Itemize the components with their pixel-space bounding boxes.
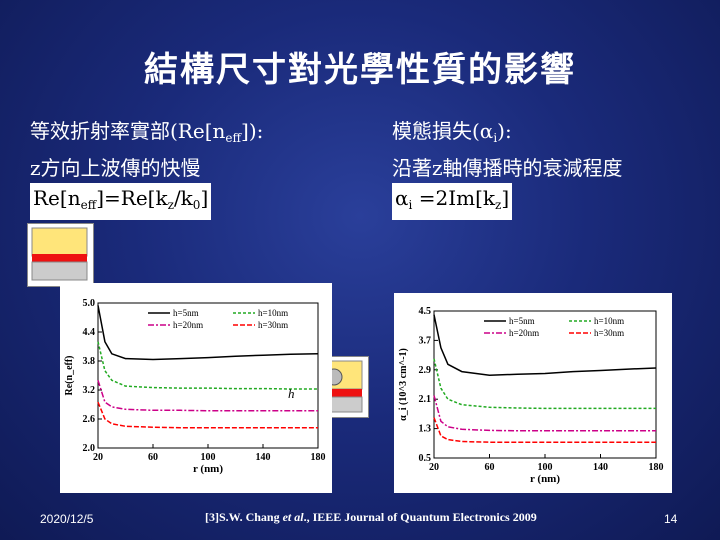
y-tick-label: 3.7 [419, 335, 432, 346]
legend-label: h=5nm [173, 308, 199, 318]
chart-loss-svg: 20 60 100 140 180 0.5 1.3 2.1 2.9 3.7 4.5 r (nm) α_i… [398, 306, 664, 485]
left-line1-pre: 等效折射率實部(Re[n [30, 119, 226, 143]
cite-post: ., IEEE Journal of Quantum Electronics 2… [303, 510, 537, 524]
right-line1: 模態損失(αi): [392, 116, 623, 153]
chart-neff-svg: 20 60 100 140 180 2.0 2.6 3.2 3.8 4.4 5.0 r (nm) Re(… [64, 298, 326, 475]
y-tick-label: 2.0 [83, 443, 96, 454]
y-tick-label: 2.6 [83, 414, 96, 425]
right-description: 模態損失(αi): 沿著z軸傳播時的衰減程度 αi =2Im[kz] [392, 116, 623, 220]
footer-citation: [3]S.W. Chang et al., IEEE Journal of Qu… [205, 510, 537, 525]
chart-loss: 20 60 100 140 180 0.5 1.3 2.1 2.9 3.7 4.5 r (nm) α_i… [394, 293, 672, 493]
x-tick-label: 100 [201, 452, 216, 463]
y-tick-label: 1.3 [419, 424, 432, 435]
formula-part: α [395, 186, 409, 210]
right-line1-sub: i [493, 131, 498, 145]
left-formula: Re[neff]=Re[kz/k0] [30, 183, 212, 220]
formula-sub: z [167, 198, 174, 212]
top-layer [31, 227, 88, 257]
slide-title: 結構尺寸對光學性質的影響 [144, 50, 576, 90]
formula-sub: eff [80, 198, 97, 212]
formula-sub: 0 [192, 198, 201, 212]
legend-label: h=30nm [258, 320, 288, 330]
y-tick-label: 4.5 [419, 306, 432, 317]
cite-etal: et al [282, 510, 304, 524]
page-number: 14 [664, 512, 678, 526]
x-tick-label: 100 [538, 462, 553, 473]
y-axis-label: α_i (10^3 cm^-1) [398, 348, 409, 421]
legend-label: h=10nm [594, 316, 624, 326]
series-line-1 [97, 341, 318, 390]
x-tick-label: 20 [429, 462, 439, 473]
y-tick-label: 4.4 [83, 327, 96, 338]
y-tick-label: 3.2 [83, 385, 96, 396]
y-tick-label: 2.1 [419, 394, 432, 405]
y-tick-label: 3.8 [83, 356, 96, 367]
formula-part: ]=Re[k [96, 186, 168, 210]
legend-label: h=10nm [258, 308, 288, 318]
formula-part: =2Im[k [412, 186, 495, 210]
footer-date: 2020/12/5 [40, 512, 94, 526]
left-line1: 等效折射率實部(Re[neff]): [30, 116, 263, 153]
left-line1-sub: eff [225, 131, 242, 145]
formula-sub: z [495, 198, 502, 212]
right-formula: αi =2Im[kz] [392, 183, 513, 220]
legend-label: h=20nm [509, 328, 539, 338]
left-line1-post: ]): [241, 119, 264, 143]
legend-label: h=30nm [594, 328, 624, 338]
legend-label: h=20nm [173, 320, 203, 330]
series-line-2 [97, 380, 318, 412]
x-axis-label: r (nm) [193, 463, 223, 475]
x-tick-label: 140 [593, 462, 608, 473]
h-label: h [288, 386, 295, 401]
formula-part: ] [501, 186, 510, 210]
y-tick-label: 2.9 [419, 365, 432, 376]
left-line2: z方向上波傳的快慢 [30, 156, 201, 180]
formula-part: ] [200, 186, 209, 210]
formula-sub: i [408, 198, 413, 212]
right-line2: 沿著z軸傳播時的衰減程度 [392, 156, 623, 180]
series-line-2 [433, 395, 656, 432]
series-line-1 [433, 358, 656, 410]
left-description: 等效折射率實部(Re[neff]): z方向上波傳的快慢 Re[neff]=Re… [30, 116, 263, 220]
cite-pre: [3]S.W. Chang [205, 510, 283, 524]
y-axis-label: Re(n_eff) [64, 356, 75, 396]
x-tick-label: 60 [148, 452, 158, 463]
metal-layer [307, 389, 362, 397]
formula-part: Re[n [33, 186, 81, 210]
planar-structure-diagram [31, 227, 88, 281]
series-line-3 [433, 417, 656, 443]
right-line1-post: ): [497, 119, 512, 143]
y-tick-label: 5.0 [83, 298, 96, 309]
x-tick-label: 180 [649, 462, 664, 473]
metal-layer [32, 254, 87, 262]
x-tick-label: 180 [311, 452, 326, 463]
x-tick-label: 60 [485, 462, 495, 473]
formula-part: /k [173, 186, 193, 210]
legend-label: h=5nm [509, 316, 535, 326]
x-axis-label: r (nm) [530, 473, 560, 485]
series-line-0 [97, 305, 319, 361]
y-tick-label: 0.5 [419, 453, 432, 464]
series-line-3 [97, 401, 318, 429]
structure-inset-planar [27, 223, 94, 287]
x-tick-label: 20 [93, 452, 103, 463]
series-line-0 [433, 314, 657, 377]
x-tick-label: 140 [256, 452, 271, 463]
substrate-layer [31, 261, 88, 281]
chart-neff: 20 60 100 140 180 2.0 2.6 3.2 3.8 4.4 5.0 r (nm) Re(… [60, 283, 332, 493]
right-line1-pre: 模態損失(α [392, 119, 494, 143]
